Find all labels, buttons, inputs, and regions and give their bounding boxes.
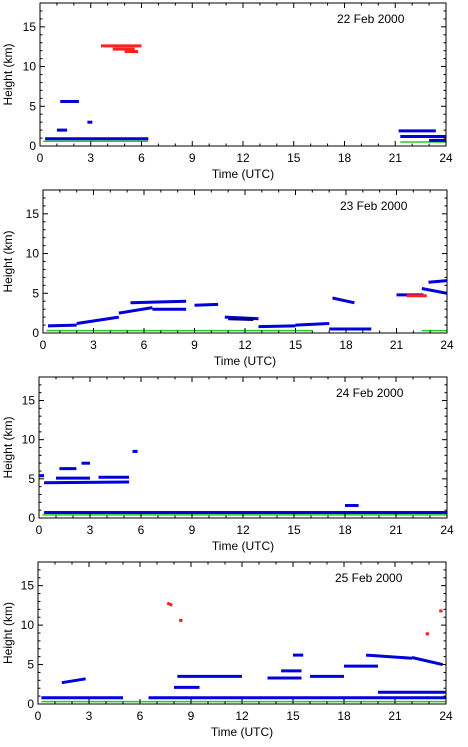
panel-2: 0 3 6 9 12 15 18 21 24 0 5 10 15 Time (UTC) Height (km… [1,189,454,368]
data-mark-high [166,601,173,607]
y-axis-label: Height (km) [1,230,15,292]
data-mark-low [44,480,130,485]
y-tick-label: 15 [22,394,36,408]
data-mark-low [130,299,187,305]
data-mark-low [118,306,153,315]
y-tick-label: 10 [22,433,36,447]
date-label: 25 Feb 2000 [335,571,403,585]
x-tick-label: 0 [36,523,43,537]
x-axis-label: Time (UTC) [214,354,276,368]
x-axis-label: Time (UTC) [212,167,274,181]
x-tick-label: 24 [439,709,453,723]
x-tick-label: 21 [389,523,403,537]
plot-frame [39,2,447,147]
x-tick-label: 15 [287,523,301,537]
x-tick-label: 0 [40,338,47,352]
x-tick-label: 3 [90,338,97,352]
x-tick-label: 9 [188,709,195,723]
x-tick-label: 9 [191,338,198,352]
y-tick-label: 10 [26,247,40,261]
y-tick-label: 0 [32,326,39,340]
y-tick-label: 15 [23,20,37,34]
x-tick-label: 3 [87,523,94,537]
x-tick-label: 12 [238,338,252,352]
x-tick-label: 3 [86,709,93,723]
data-mark-dark [228,317,254,321]
plot-frame [37,561,447,705]
y-tick-label: 5 [29,99,36,113]
data-mark-low [295,322,330,327]
x-tick-label: 15 [286,709,300,723]
x-tick-label: 3 [87,151,94,165]
data-mark-low [365,653,413,660]
x-tick-label: 9 [189,151,196,165]
data-mark-low [411,656,443,667]
y-tick-label: 0 [28,511,35,525]
x-tick-label: 0 [35,709,42,723]
y-tick-label: 5 [28,472,35,486]
date-label: 23 Feb 2000 [340,199,408,213]
x-tick-label: 6 [138,523,145,537]
y-tick-label: 5 [27,658,34,672]
date-label: 22 Feb 2000 [337,12,405,26]
x-tick-label: 18 [338,523,352,537]
x-tick-label: 24 [440,338,454,352]
x-tick-label: 12 [235,709,249,723]
x-tick-label: 6 [138,151,145,165]
x-tick-label: 18 [337,709,351,723]
data-mark-low [428,279,448,284]
y-tick-label: 0 [27,697,34,711]
y-axis-label: Height (km) [1,416,15,478]
x-tick-label: 6 [137,709,144,723]
y-tick-label: 15 [26,207,40,221]
x-tick-label: 12 [236,151,250,165]
x-tick-label: 15 [287,151,301,165]
data-mark-low [61,677,86,685]
data-mark-low [194,302,219,307]
x-tick-label: 18 [338,151,352,165]
x-tick-label: 18 [339,338,353,352]
panel-4: 0 3 6 9 12 15 18 21 24 0 5 10 15 Time (UTC) Height (km… [1,561,453,739]
data-mark-low [47,323,77,328]
x-tick-label: 24 [440,523,454,537]
data-mark-low [258,324,296,329]
x-tick-label: 9 [189,523,196,537]
data-mark-low [76,315,120,325]
y-axis-label: Height (km) [1,602,15,664]
panel-1: 0 3 6 9 12 15 18 21 24 0 5 10 15 Time (UTC) Height (km… [1,2,453,181]
date-label: 24 Feb 2000 [336,386,404,400]
x-tick-label: 21 [389,151,403,165]
x-tick-label: 12 [236,523,250,537]
x-axis-label: Time (UTC) [212,539,274,553]
x-tick-label: 15 [289,338,303,352]
y-tick-label: 15 [21,579,35,593]
x-tick-label: 21 [390,338,404,352]
y-axis-label: Height (km) [1,43,15,105]
data-mark-low [421,287,448,295]
x-tick-label: 24 [439,151,453,165]
y-tick-label: 10 [21,618,35,632]
y-tick-label: 0 [29,139,36,153]
x-tick-label: 21 [388,709,402,723]
x-tick-label: 6 [141,338,148,352]
y-tick-label: 10 [23,60,37,74]
plot-frame [38,376,448,519]
panel-3: 0 3 6 9 12 15 18 21 24 0 5 10 15 Time (UTC) Height (km… [1,376,454,553]
y-tick-label: 5 [32,286,39,300]
plot-frame [42,189,448,334]
x-axis-label: Time (UTC) [211,725,273,739]
data-mark-low [332,296,355,305]
x-tick-label: 0 [37,151,44,165]
